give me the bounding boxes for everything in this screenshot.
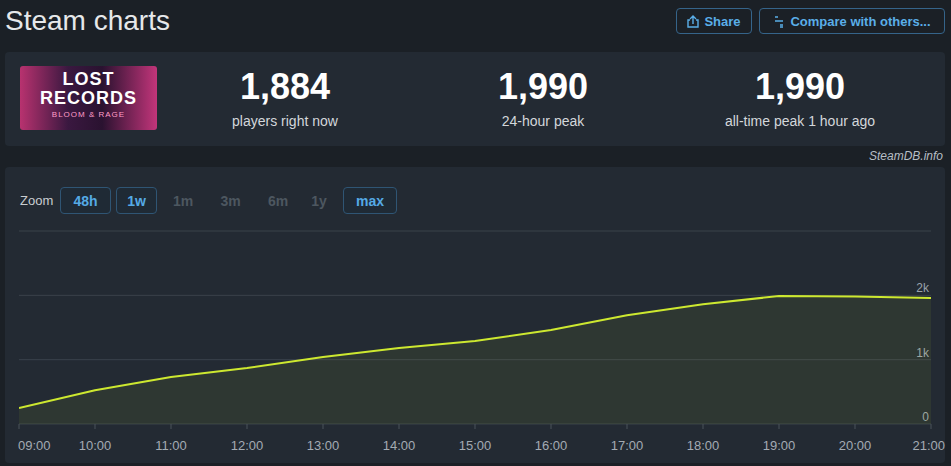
zoom-label: Zoom: [20, 193, 53, 209]
chart: 01k2k09:0010:0011:0012:0013:0014:0015:00…: [0, 0, 951, 466]
source-label: SteamDB.info: [700, 148, 943, 164]
header-button[interactable]: Share: [676, 8, 752, 34]
x-tick-label: 16:00: [535, 438, 568, 453]
area-fill: [19, 296, 931, 424]
page: Steam charts Share Compare with others... L…: [0, 0, 951, 466]
x-tick: [323, 424, 324, 429]
x-tick-label: 21:00: [912, 438, 945, 453]
share-icon: [688, 16, 698, 27]
logo-title-2: RECORDS: [20, 89, 157, 108]
x-tick-label: 18:00: [687, 438, 720, 453]
button-icon: [773, 15, 785, 28]
x-tick-label: 14:00: [383, 438, 416, 453]
x-tick: [171, 424, 172, 429]
stat-label: 24-hour peak: [413, 112, 673, 130]
x-tick-label: 12:00: [231, 438, 264, 453]
stat-label: players right now: [155, 112, 415, 130]
stat-value: 1,990: [413, 66, 673, 108]
button-icon: [687, 15, 699, 28]
plot-frame-top: [19, 231, 931, 232]
x-tick-label: 20:00: [839, 438, 872, 453]
data-line: [19, 296, 931, 408]
game-logo: LOSTRECORDS BLOOM & RAGE: [20, 66, 157, 130]
stat-value: 1,990: [670, 66, 930, 108]
button-label[interactable]: Compare with others...: [790, 14, 930, 29]
x-tick: [703, 424, 704, 429]
zoom-option[interactable]: 1m: [168, 187, 198, 214]
compare-icon: [775, 17, 783, 27]
x-tick: [627, 424, 628, 429]
zoom-option[interactable]: 3m: [215, 187, 246, 214]
logo-subtitle: BLOOM & RAGE: [20, 110, 157, 120]
zoom-option[interactable]: 6m: [263, 187, 293, 214]
x-tick-label: 19:00: [763, 438, 796, 453]
x-tick-label: 15:00: [459, 438, 492, 453]
stat-value: 1,884: [155, 66, 415, 108]
page-title: Steam charts: [5, 5, 170, 37]
x-tick-label: 13:00: [307, 438, 340, 453]
x-tick: [779, 424, 780, 429]
x-tick: [551, 424, 552, 429]
x-tick: [95, 424, 96, 429]
x-tick: [931, 424, 932, 429]
header-button[interactable]: Compare with others...: [759, 8, 945, 34]
zoom-option[interactable]: 48h: [60, 187, 111, 214]
x-tick: [247, 424, 248, 429]
zoom-option[interactable]: 1y: [304, 187, 334, 214]
x-tick: [19, 424, 20, 429]
y-tick-label: 2k: [916, 281, 930, 295]
x-tick-label: 09:00: [18, 438, 51, 453]
stat-label: all-time peak 1 hour ago: [670, 112, 930, 130]
x-tick: [855, 424, 856, 429]
zoom-option[interactable]: 1w: [116, 187, 157, 214]
x-tick-label: 17:00: [611, 438, 644, 453]
button-label[interactable]: Share: [704, 14, 740, 29]
plot-area: [19, 296, 931, 424]
x-tick: [399, 424, 400, 429]
x-tick-label: 10:00: [79, 438, 112, 453]
x-tick: [475, 424, 476, 429]
logo-title: LOST: [20, 70, 157, 89]
zoom-option[interactable]: max: [343, 187, 397, 214]
x-tick-label: 11:00: [155, 438, 187, 453]
